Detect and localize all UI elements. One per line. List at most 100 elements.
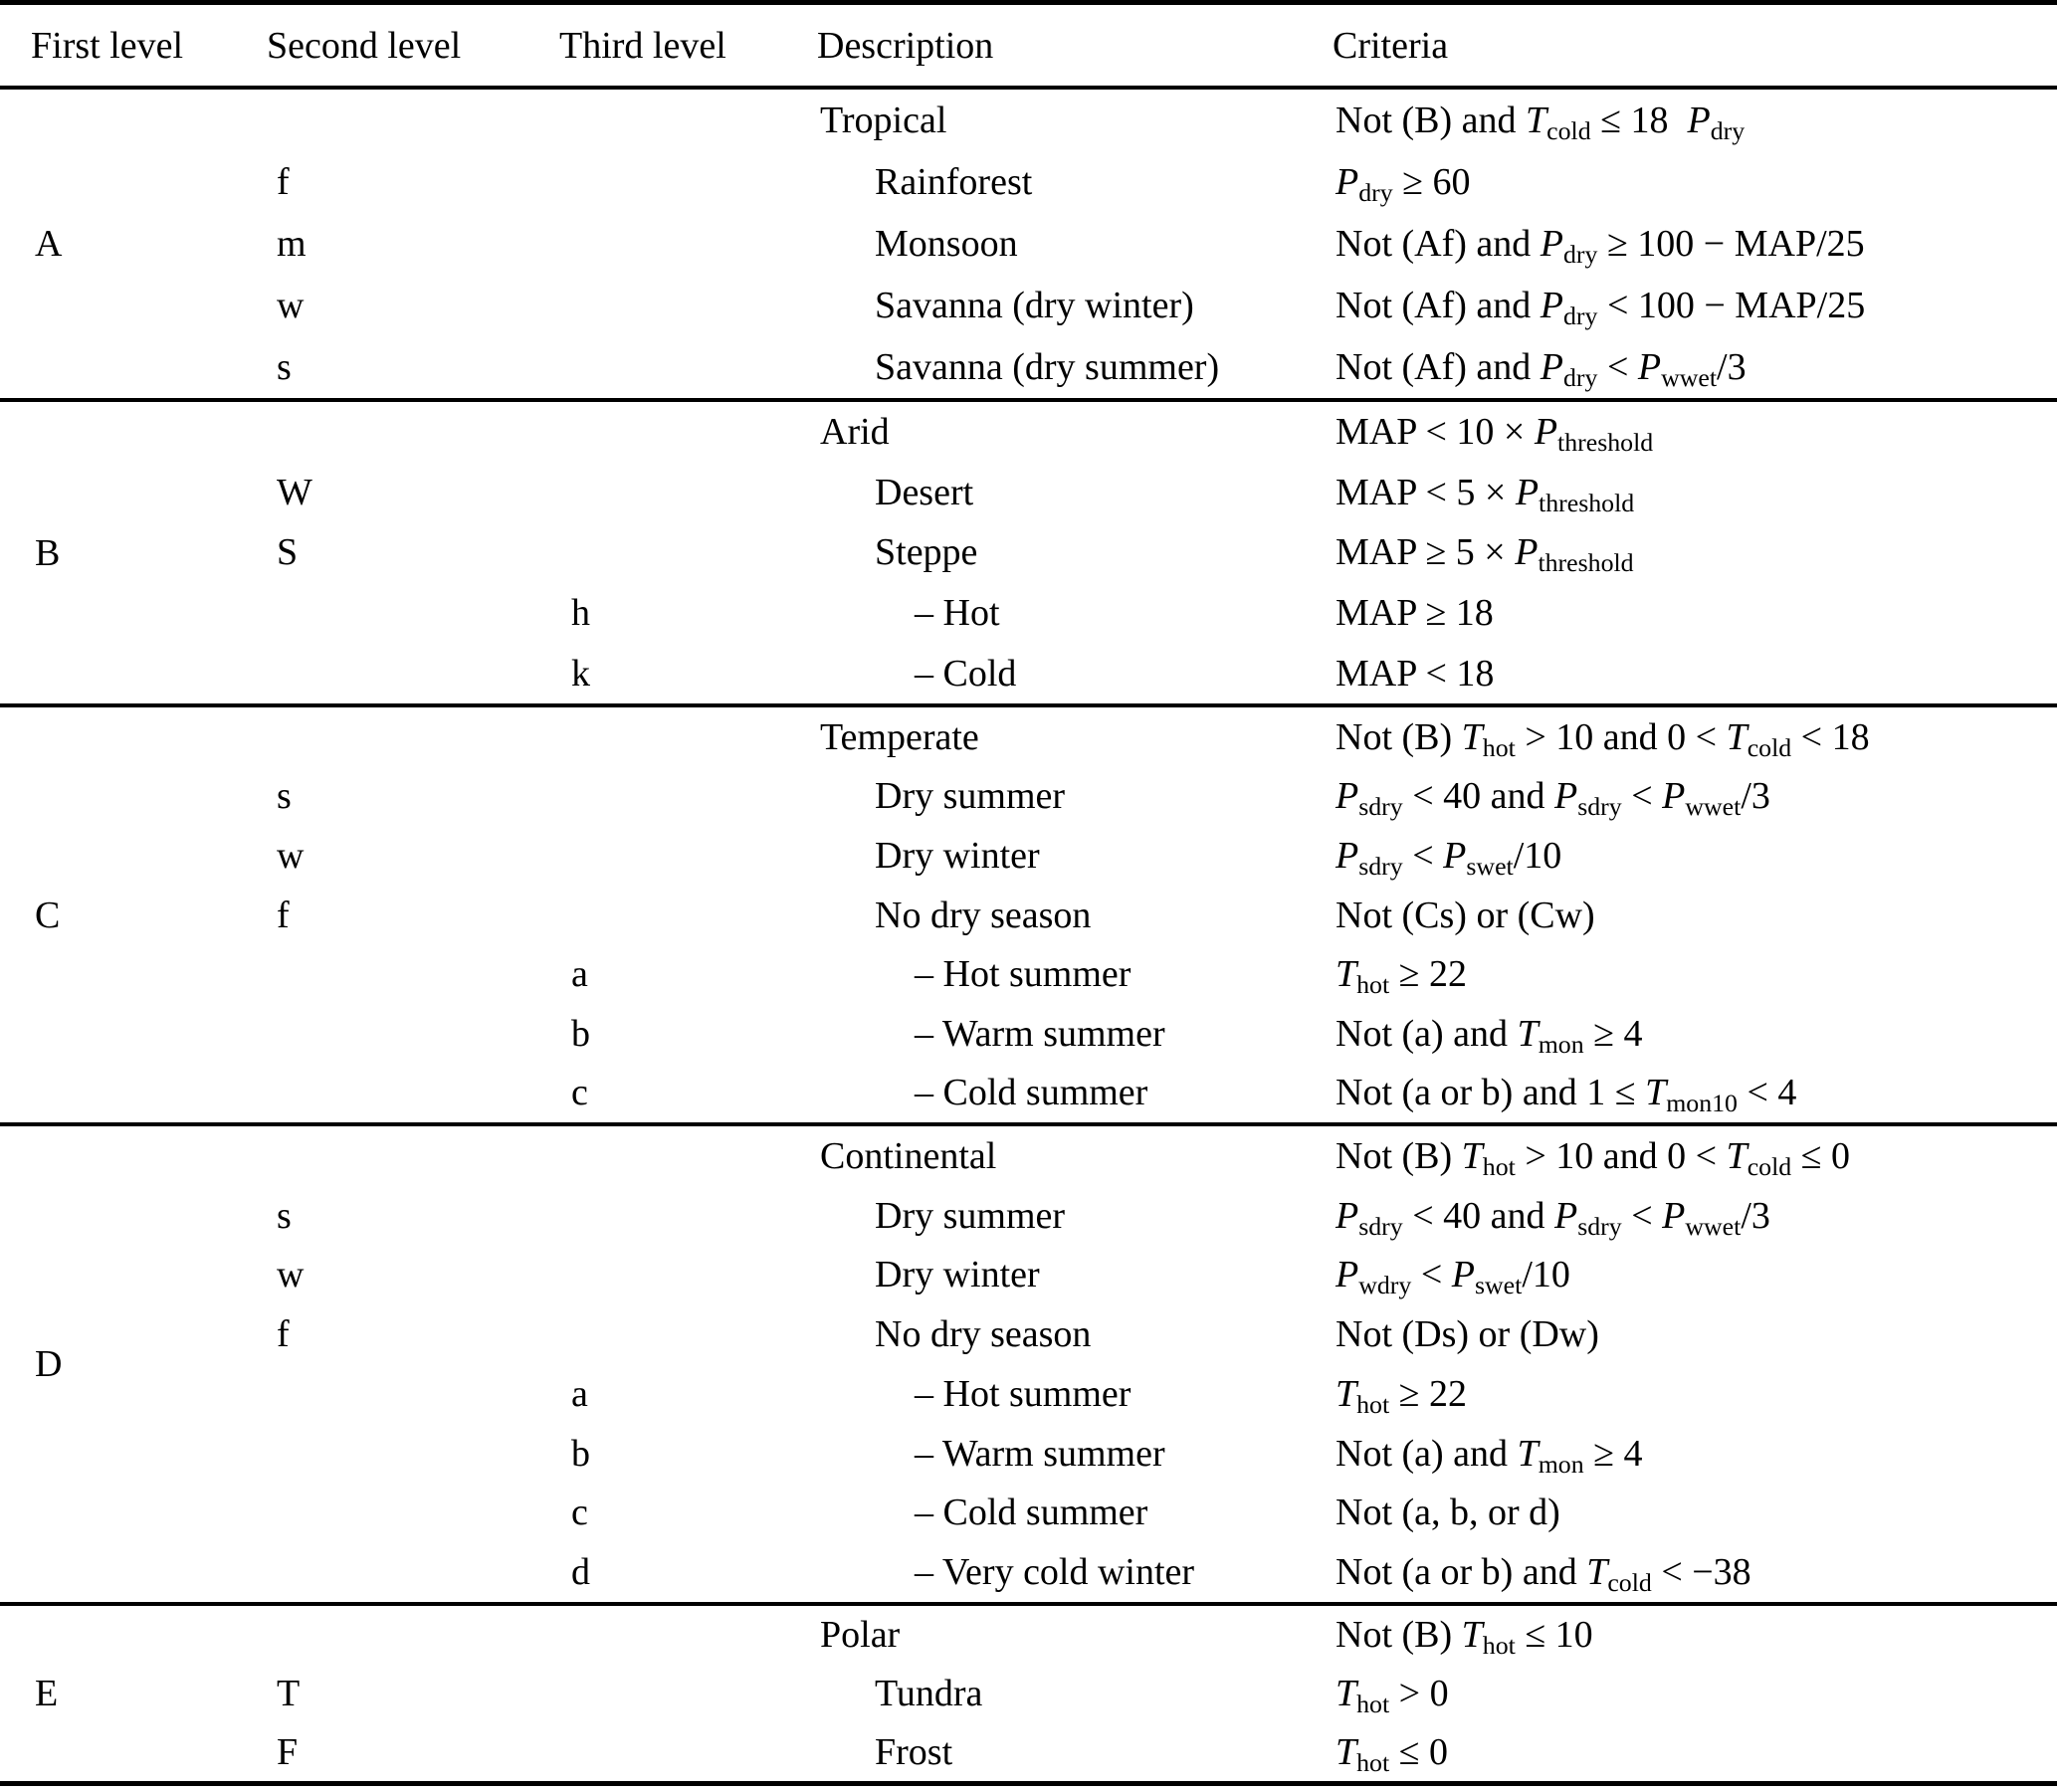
table-row: Tropical Not (B) and Tcold ≤ 18 Pdry <box>0 90 2057 151</box>
second-level-letter: s <box>277 346 292 388</box>
description-cell: Tundra <box>875 1673 983 1714</box>
description-cell: – Hot summer <box>915 1372 1131 1415</box>
table-row: b – Warm summer Not (a) and Tmon ≥ 4 <box>0 1424 2057 1484</box>
second-level-letter: f <box>277 1313 290 1356</box>
description-cell: No dry season <box>875 1313 1092 1356</box>
criteria-cell: Psdry < 40 and Psdry < Pwwet/3 <box>1336 775 1770 822</box>
section-B: B Arid MAP < 10 × Pthreshold W Desert MAP < 5… <box>0 402 2057 703</box>
table-row: c – Cold summer Not (a, b, or d) <box>0 1484 2057 1543</box>
third-level-letter: b <box>571 1012 590 1055</box>
table-row: d – Very cold winter Not (a or b) and Tcol… <box>0 1542 2057 1602</box>
header-divider-rule <box>0 86 2057 90</box>
criteria-cell: Psdry < 40 and Psdry < Pwwet/3 <box>1336 1194 1770 1241</box>
second-level-letter: T <box>277 1673 301 1714</box>
criteria-cell: Psdry < Pswet/10 <box>1336 834 1562 882</box>
third-level-letter: d <box>571 1551 590 1594</box>
table-row: s Savanna (dry summer) Not (Af) and Pdry <… <box>0 336 2057 398</box>
section-E: E Polar Not (B) Thot ≤ 10 T Tundra Thot > 0 F F… <box>0 1606 2057 1781</box>
table-row: w Dry winter Pwdry < Pswet/10 <box>0 1246 2057 1305</box>
description-cell: – Cold <box>915 652 1017 695</box>
criteria-cell: MAP < 10 × Pthreshold <box>1336 411 1654 458</box>
criteria-cell: Not (Ds) or (Dw) <box>1336 1313 1599 1356</box>
description-cell: Polar <box>820 1614 901 1657</box>
criteria-cell: Thot > 0 <box>1336 1673 1449 1719</box>
table-body: A Tropical Not (B) and Tcold ≤ 18 Pdry f Rai… <box>0 90 2057 1781</box>
description-cell: Desert <box>875 471 974 513</box>
column-header-description: Description <box>817 24 994 67</box>
criteria-cell: Not (B) Thot ≤ 10 <box>1336 1614 1593 1661</box>
description-cell: – Hot <box>915 592 1000 635</box>
description-cell: – Hot summer <box>915 953 1131 996</box>
table-row: Arid MAP < 10 × Pthreshold <box>0 402 2057 463</box>
description-cell: – Cold summer <box>915 1492 1148 1534</box>
table-top-rule <box>0 0 2057 5</box>
third-level-letter: c <box>571 1072 588 1114</box>
description-cell: Dry winter <box>875 834 1040 877</box>
table-row: S Steppe MAP ≥ 5 × Pthreshold <box>0 522 2057 583</box>
table-row: Continental Not (B) Thot > 10 and 0 < Tco… <box>0 1126 2057 1186</box>
description-cell: – Cold summer <box>915 1072 1148 1114</box>
description-cell: Continental <box>820 1134 997 1177</box>
description-cell: Tropical <box>820 100 947 141</box>
table-row: c – Cold summer Not (a or b) and 1 ≤ Tmon1… <box>0 1063 2057 1122</box>
description-cell: Frost <box>875 1730 953 1773</box>
description-cell: Dry summer <box>875 775 1066 818</box>
criteria-cell: Not (Af) and Pdry < 100 − MAP/25 <box>1336 285 1866 331</box>
second-level-letter: w <box>277 834 305 877</box>
description-cell: Dry summer <box>875 1194 1066 1237</box>
table-row: T Tundra Thot > 0 <box>0 1665 2057 1723</box>
table-row: m Monsoon Not (Af) and Pdry ≥ 100 − MAP/25 <box>0 213 2057 275</box>
description-cell: Temperate <box>820 715 979 758</box>
criteria-cell: Not (a) and Tmon ≥ 4 <box>1336 1432 1643 1479</box>
description-cell: Monsoon <box>875 223 1018 265</box>
criteria-cell: Not (B) Thot > 10 and 0 < Tcold < 18 <box>1336 715 1870 763</box>
second-level-letter: f <box>277 161 290 203</box>
first-level-letter: D <box>35 1343 63 1385</box>
table-row: f No dry season Not (Ds) or (Dw) <box>0 1304 2057 1364</box>
column-header-first-level: First level <box>31 24 184 67</box>
criteria-cell: Not (a or b) and Tcold < −38 <box>1336 1551 1751 1598</box>
description-cell: Dry winter <box>875 1254 1040 1296</box>
description-cell: – Warm summer <box>915 1012 1165 1055</box>
second-level-letter: F <box>277 1730 299 1773</box>
table-row: W Desert MAP < 5 × Pthreshold <box>0 463 2057 523</box>
criteria-cell: Not (Af) and Pdry < Pwwet/3 <box>1336 346 1747 393</box>
description-cell: Savanna (dry summer) <box>875 346 1220 388</box>
second-level-letter: m <box>277 223 307 265</box>
table-row: f Rainforest Pdry ≥ 60 <box>0 151 2057 213</box>
second-level-letter: s <box>277 1194 292 1237</box>
table-row: s Dry summer Psdry < 40 and Psdry < Pwwet/… <box>0 1186 2057 1246</box>
second-level-letter: w <box>277 285 305 326</box>
third-level-letter: a <box>571 953 588 996</box>
description-cell: Arid <box>820 411 890 454</box>
column-header-third-level: Third level <box>559 24 726 67</box>
criteria-cell: MAP ≥ 18 <box>1336 592 1494 635</box>
second-level-letter: w <box>277 1254 305 1296</box>
table-row: f No dry season Not (Cs) or (Cw) <box>0 886 2057 945</box>
criteria-cell: Not (B) Thot > 10 and 0 < Tcold ≤ 0 <box>1336 1134 1851 1182</box>
section-D: D Continental Not (B) Thot > 10 and 0 < Tc… <box>0 1126 2057 1602</box>
table-row: a – Hot summer Thot ≥ 22 <box>0 944 2057 1004</box>
third-level-letter: b <box>571 1432 590 1475</box>
section-A: A Tropical Not (B) and Tcold ≤ 18 Pdry f Rai… <box>0 90 2057 398</box>
criteria-cell: Not (Af) and Pdry ≥ 100 − MAP/25 <box>1336 223 1865 270</box>
criteria-cell: Thot ≥ 22 <box>1336 953 1468 1000</box>
criteria-cell: Not (a, b, or d) <box>1336 1492 1560 1534</box>
table-row: F Frost Thot ≤ 0 <box>0 1722 2057 1781</box>
description-cell: Savanna (dry winter) <box>875 285 1194 326</box>
table-row: Polar Not (B) Thot ≤ 10 <box>0 1606 2057 1665</box>
criteria-cell: Not (B) and Tcold ≤ 18 Pdry <box>1336 100 1746 146</box>
section-divider-rule <box>0 1602 2057 1606</box>
column-header-criteria: Criteria <box>1333 24 1449 67</box>
section-divider-rule <box>0 703 2057 707</box>
table-row: w Dry winter Psdry < Pswet/10 <box>0 826 2057 886</box>
first-level-letter: E <box>35 1673 59 1714</box>
second-level-letter: f <box>277 894 290 936</box>
table-row: a – Hot summer Thot ≥ 22 <box>0 1364 2057 1424</box>
second-level-letter: W <box>277 471 312 513</box>
criteria-cell: Pwdry < Pswet/10 <box>1336 1254 1570 1300</box>
column-header-second-level: Second level <box>267 24 462 67</box>
section-divider-rule <box>0 398 2057 402</box>
section-C: C Temperate Not (B) Thot > 10 and 0 < Tcol… <box>0 707 2057 1122</box>
